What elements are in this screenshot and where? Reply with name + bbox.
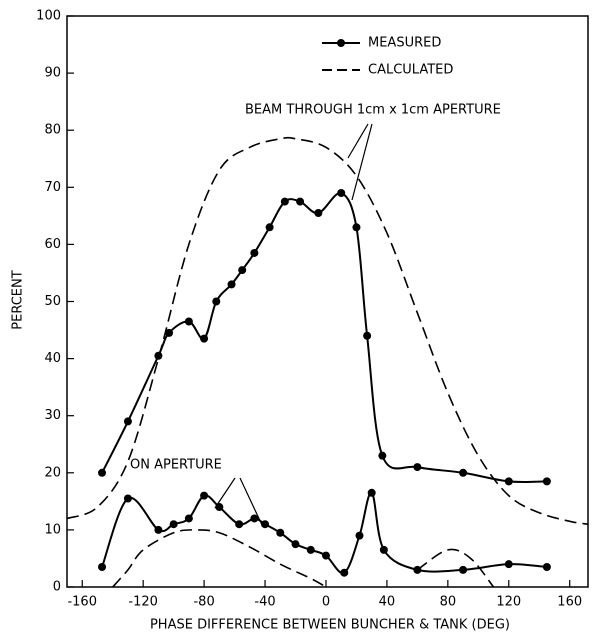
y-tick-label: 60 [44,237,61,252]
x-tick-label: 160 [557,595,582,610]
y-tick-label: 40 [44,351,61,366]
data-point [123,494,132,503]
x-tick-label: -80 [193,595,214,610]
data-point [250,248,259,257]
series-line [101,192,547,575]
data-point [250,514,259,523]
x-tick-label: 120 [496,595,521,610]
data-point [265,223,274,232]
data-point [212,297,221,306]
data-point [542,563,551,572]
y-tick-label: 50 [44,294,61,309]
data-point [98,563,107,572]
x-tick-label: -120 [128,595,158,610]
arrow [239,477,263,526]
data-point [337,189,346,198]
legend-label: MEASURED [368,36,441,51]
data-point [235,520,244,529]
data-point [321,551,330,560]
y-tick-label: 30 [44,408,61,423]
y-tick-label: 20 [44,465,61,480]
legend-marker [337,39,345,47]
data-point [504,560,513,569]
data-point [296,197,305,206]
y-tick-label: 80 [44,123,61,138]
x-tick-label: 80 [440,595,457,610]
data-point [314,208,323,217]
data-point [169,520,178,529]
arrows [214,123,373,526]
data-point [215,503,224,512]
data-point [227,280,236,289]
data-point [378,451,387,460]
y-axis-label: PERCENT [11,270,26,329]
data-point [542,477,551,486]
data-point [280,197,289,206]
data-point [379,545,388,554]
x-tick-label: 40 [379,595,396,610]
data-point [459,468,468,477]
data-point [306,545,315,554]
data-point [154,525,163,534]
y-tick-label: 0 [53,580,61,595]
data-point [184,514,193,523]
arrow [347,123,369,159]
y-tick-label: 90 [44,66,61,81]
data-point [261,520,270,529]
legend-label: CALCULATED [368,63,453,78]
data-point [459,565,468,574]
data-point [238,266,247,275]
arrow [214,477,236,509]
annotation: ON APERTURE [130,458,222,473]
data-point [276,528,285,537]
x-tick-label: -160 [67,595,97,610]
data-point [355,531,364,540]
data-point [184,317,193,326]
data-point [200,491,209,500]
annotation: BEAM THROUGH 1cm x 1cm APERTURE [245,103,501,118]
data-point [363,331,372,340]
x-axis-label: PHASE DIFFERENCE BETWEEN BUNCHER & TANK … [150,618,510,633]
data-point [123,417,132,426]
data-point [200,334,209,343]
series-line [66,136,589,588]
data-point [352,223,361,232]
y-tick-label: 70 [44,180,61,195]
data-point [413,463,422,472]
data-point [340,568,349,577]
data-point [504,477,513,486]
data-point [165,328,174,337]
y-tick-label: 10 [44,522,61,537]
y-tick-label: 100 [36,9,61,24]
arrow [351,123,373,201]
data-point [291,540,300,549]
data-point [98,468,107,477]
x-tick-label: 0 [322,595,330,610]
x-tick-label: -40 [254,595,275,610]
data-point [367,488,376,497]
